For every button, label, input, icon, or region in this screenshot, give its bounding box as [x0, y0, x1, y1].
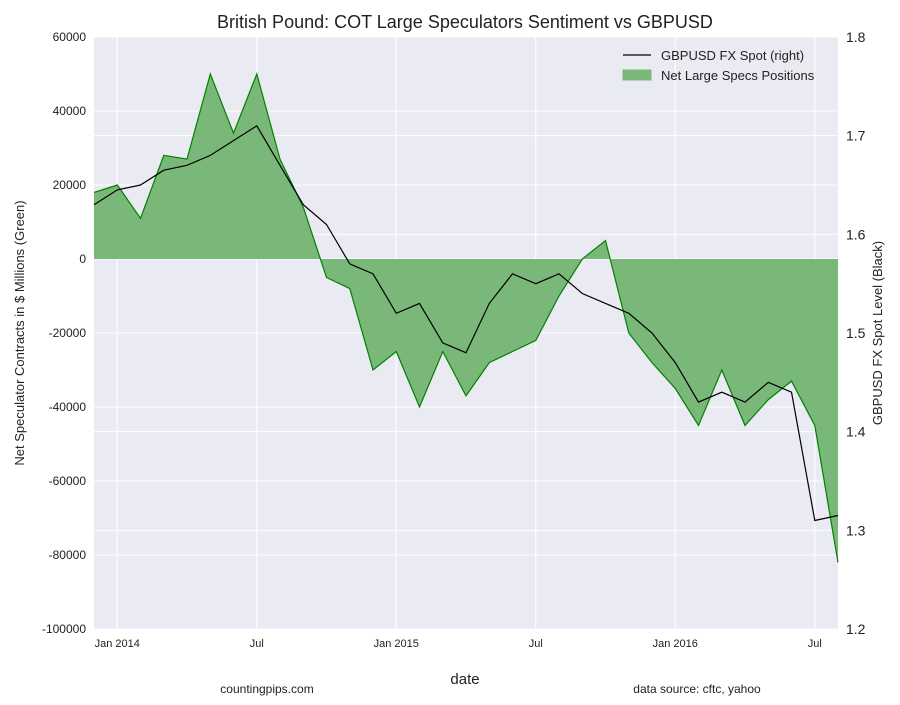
y-tick-label: -20000: [49, 326, 87, 340]
chart-title: British Pound: COT Large Speculators Sen…: [217, 12, 713, 32]
y2-tick-label: 1.8: [846, 29, 866, 45]
y-tick-label: -80000: [49, 548, 87, 562]
x-tick-label: Jan 2014: [95, 638, 140, 650]
x-tick-label: Jul: [808, 638, 822, 650]
footer-data-source: data source: cftc, yahoo: [633, 682, 761, 696]
x-tick-label: Jan 2015: [374, 638, 419, 650]
price-line: [93, 124, 839, 522]
y-tick-label: 0: [79, 252, 86, 266]
legend-label: GBPUSD FX Spot (right): [661, 48, 804, 63]
y-tick-label: 40000: [53, 104, 87, 118]
y2-tick-label: 1.7: [846, 128, 866, 144]
y-tick-label: 60000: [53, 30, 87, 44]
y2-tick-label: 1.6: [846, 226, 866, 242]
area-fill: [94, 74, 838, 563]
x-axis-label: date: [450, 671, 479, 688]
legend-label: Net Large Specs Positions: [661, 68, 815, 83]
legend-swatch: [622, 69, 652, 81]
y-tick-label: -60000: [49, 474, 87, 488]
y-tick-label: -100000: [42, 622, 86, 636]
y-tick-label: 20000: [53, 178, 87, 192]
area-edge: [93, 72, 839, 563]
y-tick-label: -40000: [49, 400, 87, 414]
footer-source-site: countingpips.com: [220, 682, 313, 696]
x-tick-label: Jul: [250, 638, 264, 650]
y2-axis-label: GBPUSD FX Spot Level (Black): [870, 241, 885, 425]
y2-tick-label: 1.3: [846, 522, 866, 538]
y2-tick-label: 1.2: [846, 621, 866, 637]
y2-tick-label: 1.4: [846, 424, 866, 440]
x-tick-label: Jul: [529, 638, 543, 650]
y-axis-label: Net Speculator Contracts in $ Millions (…: [12, 200, 27, 465]
y2-tick-label: 1.5: [846, 325, 866, 341]
x-tick-label: Jan 2016: [653, 638, 698, 650]
